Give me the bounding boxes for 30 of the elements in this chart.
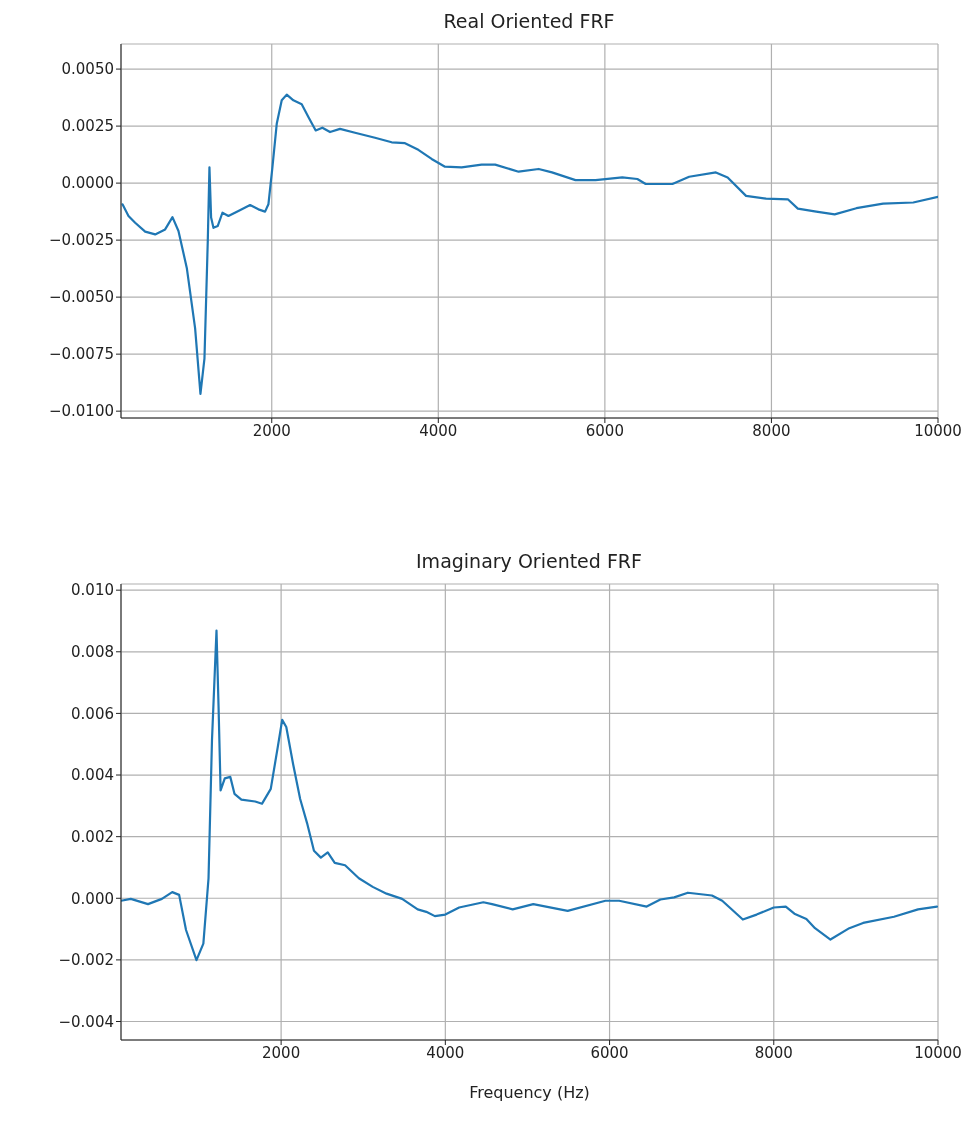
y-tick-label: 0.006 — [71, 704, 114, 723]
y-tick-label: 0.0025 — [61, 117, 114, 136]
x-tick-label: 6000 — [590, 1043, 629, 1062]
y-tick-label: −0.002 — [58, 951, 114, 970]
x-tick-label: 8000 — [752, 421, 791, 440]
x-tick-label: 2000 — [252, 421, 291, 440]
line-series — [121, 93, 938, 395]
line-series — [121, 629, 938, 962]
x-tick-label: 10000 — [914, 1043, 962, 1062]
y-tick-label: 0.002 — [71, 827, 114, 846]
x-tick-label: 6000 — [585, 421, 624, 440]
x-tick-label: 2000 — [262, 1043, 301, 1062]
y-tick-label: −0.004 — [58, 1012, 114, 1031]
x-tick-label: 8000 — [754, 1043, 793, 1062]
y-tick-label: 0.0050 — [61, 60, 114, 79]
y-tick-label: 0.004 — [71, 766, 114, 785]
y-tick-label: −0.0075 — [48, 345, 114, 364]
y-tick-label: −0.0100 — [48, 402, 114, 421]
y-tick-label: 0.0000 — [61, 174, 114, 193]
chart-title: Real Oriented FRF — [442, 10, 616, 32]
x-tick-label: 4000 — [419, 421, 458, 440]
x-tick-label: 4000 — [426, 1043, 465, 1062]
x-axis-title: Frequency (Hz) — [469, 1083, 590, 1102]
y-tick-label: 0.000 — [71, 889, 114, 908]
y-tick-label: −0.0025 — [48, 231, 114, 250]
y-tick-label: 0.010 — [71, 581, 114, 600]
chart-title: Imaginary Oriented FRF — [415, 550, 643, 572]
y-tick-label: 0.008 — [71, 643, 114, 662]
y-tick-label: −0.0050 — [48, 288, 114, 307]
x-tick-label: 10000 — [914, 421, 962, 440]
